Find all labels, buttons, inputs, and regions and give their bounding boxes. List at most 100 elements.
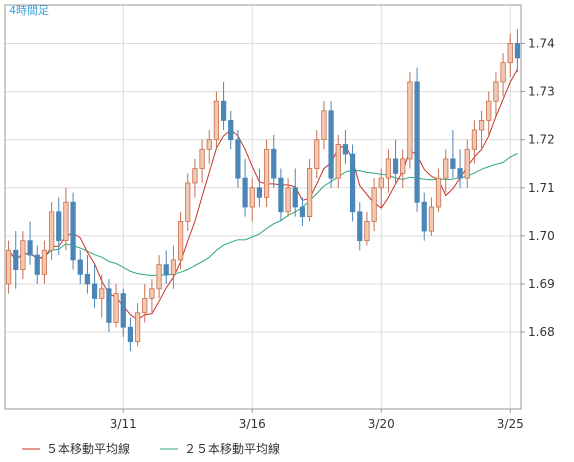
candle-body bbox=[48, 211, 55, 251]
candle bbox=[127, 317, 134, 352]
candle bbox=[156, 255, 162, 299]
candle bbox=[149, 279, 155, 313]
candle-body bbox=[120, 293, 126, 328]
candle bbox=[321, 101, 327, 150]
y-axis-ticks: 1.68 1.69 1.70 1.71 1.72 1.73 1.74 bbox=[521, 36, 555, 339]
candle bbox=[192, 158, 198, 198]
candle bbox=[392, 139, 399, 183]
candle bbox=[99, 274, 105, 318]
candle-body bbox=[156, 264, 162, 290]
candle-body bbox=[256, 187, 263, 198]
y-tick-label: 1.71 bbox=[528, 181, 555, 195]
candle bbox=[493, 72, 499, 116]
candle-body bbox=[235, 139, 241, 179]
candle-body bbox=[457, 168, 463, 179]
candle bbox=[134, 303, 141, 347]
candle bbox=[443, 149, 449, 193]
candle bbox=[471, 120, 478, 164]
x-tick-label: 3/20 bbox=[368, 417, 395, 431]
candle-body bbox=[163, 264, 169, 275]
legend-ma5-label: ５本移動平均線 bbox=[46, 441, 130, 456]
candle bbox=[500, 53, 506, 97]
candle bbox=[335, 134, 341, 188]
candle-body bbox=[299, 206, 306, 218]
candle bbox=[48, 202, 55, 260]
candle bbox=[328, 101, 334, 188]
candle bbox=[263, 139, 270, 207]
ma25-line bbox=[8, 153, 518, 277]
candle-body bbox=[228, 120, 234, 141]
candle bbox=[314, 130, 320, 179]
candle-body bbox=[321, 110, 327, 141]
candle-body bbox=[414, 81, 420, 203]
candle-body bbox=[192, 168, 198, 184]
x-axis-ticks: 3/11 3/16 3/20 3/25 bbox=[110, 409, 524, 431]
legend: ５本移動平均線 ２５本移動平均線 bbox=[22, 441, 280, 456]
x-tick-label: 3/11 bbox=[110, 417, 137, 431]
candle-body bbox=[220, 100, 227, 121]
y-tick-label: 1.72 bbox=[528, 133, 555, 147]
candle-body bbox=[263, 148, 270, 198]
candle-body bbox=[20, 240, 26, 270]
candle-body bbox=[292, 187, 298, 208]
x-tick-label: 3/25 bbox=[497, 417, 524, 431]
candle-body bbox=[450, 158, 456, 169]
candle bbox=[177, 211, 184, 270]
candle bbox=[63, 187, 69, 251]
candle-body bbox=[185, 182, 191, 222]
candle-body bbox=[493, 81, 499, 102]
candle-body bbox=[514, 43, 521, 59]
legend-ma25-label: ２５本移動平均線 bbox=[184, 441, 280, 456]
candle-body bbox=[134, 312, 141, 343]
candle-body bbox=[199, 148, 205, 169]
candle-body bbox=[27, 240, 33, 256]
plot-frame bbox=[4, 4, 522, 410]
candle-body bbox=[213, 100, 220, 141]
candle bbox=[20, 231, 26, 280]
candle-body bbox=[378, 177, 384, 189]
candle-body bbox=[478, 120, 485, 131]
y-tick-label: 1.74 bbox=[528, 36, 555, 50]
candle bbox=[27, 221, 33, 265]
candle bbox=[228, 110, 234, 150]
candle bbox=[77, 250, 83, 284]
candle bbox=[5, 240, 12, 294]
candle-body bbox=[428, 206, 435, 232]
candle bbox=[292, 168, 298, 217]
candle-body bbox=[306, 168, 313, 218]
ma5-line bbox=[8, 69, 518, 321]
candle-body bbox=[170, 259, 177, 275]
candle-body bbox=[328, 110, 334, 179]
candle-body bbox=[63, 201, 69, 242]
candle bbox=[242, 158, 248, 217]
candle-body bbox=[443, 158, 449, 179]
candle-body bbox=[507, 43, 513, 64]
candle bbox=[464, 139, 470, 188]
candle bbox=[199, 139, 205, 183]
candle bbox=[249, 178, 255, 222]
candle bbox=[435, 168, 442, 212]
candle bbox=[163, 250, 169, 284]
candle bbox=[306, 158, 313, 222]
candle-body bbox=[41, 249, 48, 275]
candle-body bbox=[357, 211, 363, 242]
candle-body bbox=[142, 297, 148, 314]
candle-body bbox=[106, 288, 112, 323]
candle bbox=[349, 144, 356, 222]
candle-body bbox=[486, 100, 492, 121]
candle bbox=[407, 72, 413, 169]
candle-body bbox=[13, 249, 19, 270]
candle bbox=[70, 192, 76, 270]
candle-body bbox=[249, 187, 255, 208]
candle-body bbox=[400, 158, 406, 174]
candle bbox=[256, 168, 263, 207]
x-tick-label: 3/16 bbox=[239, 417, 266, 431]
candle-body bbox=[84, 273, 91, 285]
candle-body bbox=[407, 81, 413, 160]
candle bbox=[113, 283, 119, 328]
y-tick-label: 1.69 bbox=[528, 277, 555, 291]
candle-body bbox=[285, 187, 291, 213]
candle-body bbox=[271, 148, 277, 179]
